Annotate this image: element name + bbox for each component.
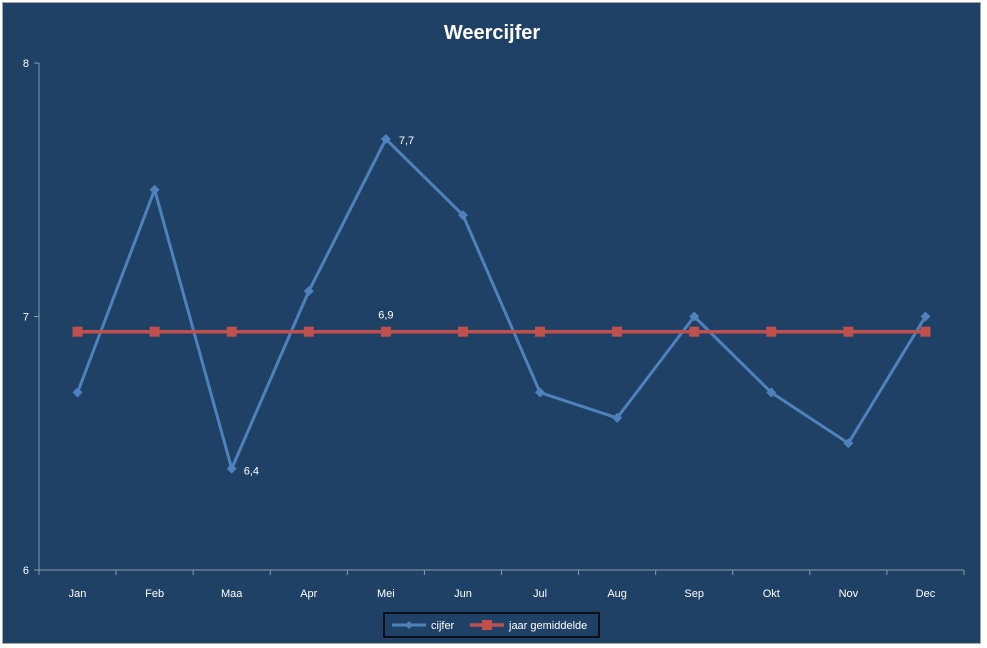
y-tick-label: 7 — [23, 312, 29, 324]
x-tick-label: Nov — [839, 588, 859, 600]
legend-box — [383, 612, 600, 638]
axes: 6 7 8 Jan Feb Maa Apr Mei Jun Jul Aug Sep Okt Nov Dec — [23, 58, 965, 600]
x-tick-label: Mei — [377, 588, 395, 600]
data-point — [766, 387, 777, 398]
data-point — [72, 326, 83, 337]
chart-title: Weercijfer — [444, 22, 541, 44]
data-point — [149, 184, 160, 195]
data-point — [226, 463, 237, 474]
legend-marker-square — [482, 620, 492, 630]
data-point — [612, 326, 623, 337]
data-label: 6,9 — [378, 310, 393, 322]
legend-label: jaar gemiddelde — [508, 620, 587, 632]
x-tick-label: Jun — [454, 588, 472, 600]
x-tick-label: Okt — [763, 588, 780, 600]
legend: cijfer jaar gemiddelde — [383, 612, 600, 638]
x-tick-label: Apr — [300, 588, 317, 600]
data-point — [535, 326, 546, 337]
data-point — [303, 326, 314, 337]
series-0 — [72, 134, 931, 474]
data-point — [149, 326, 160, 337]
x-tick-label: Sep — [684, 588, 704, 600]
data-point — [457, 326, 468, 337]
series-line — [76, 137, 927, 471]
data-point — [72, 387, 83, 398]
data-point — [380, 134, 391, 145]
legend-marker-diamond — [405, 621, 413, 629]
data-label: 7,7 — [399, 135, 414, 147]
data-labels: 6,4 7,7 6,9 — [244, 135, 414, 478]
x-tick-label: Maa — [221, 588, 243, 600]
data-point — [843, 438, 854, 449]
data-point — [689, 311, 700, 322]
data-point — [920, 326, 931, 337]
x-tick-label: Dec — [916, 588, 936, 600]
data-point — [612, 412, 623, 423]
y-tick-label: 6 — [23, 565, 29, 577]
legend-label: cijfer — [431, 620, 455, 632]
x-tick-label: Aug — [607, 588, 627, 600]
x-tick-label: Jan — [69, 588, 87, 600]
data-point — [226, 326, 237, 337]
y-tick-label: 8 — [23, 58, 29, 70]
data-point — [920, 311, 931, 322]
data-label: 6,4 — [244, 466, 259, 478]
x-tick-label: Jul — [533, 588, 547, 600]
data-point — [303, 286, 314, 297]
data-point — [457, 210, 468, 221]
data-point — [535, 387, 546, 398]
line-chart: Weercijfer 6 7 8 Jan Feb Maa Apr Mei Jun Jul Aug Se… — [23, 22, 965, 638]
data-point — [689, 326, 700, 337]
series-1 — [72, 326, 931, 337]
series-layer — [72, 134, 931, 474]
x-tick-label: Feb — [145, 588, 164, 600]
data-point — [380, 326, 391, 337]
data-point — [843, 326, 854, 337]
data-point — [766, 326, 777, 337]
